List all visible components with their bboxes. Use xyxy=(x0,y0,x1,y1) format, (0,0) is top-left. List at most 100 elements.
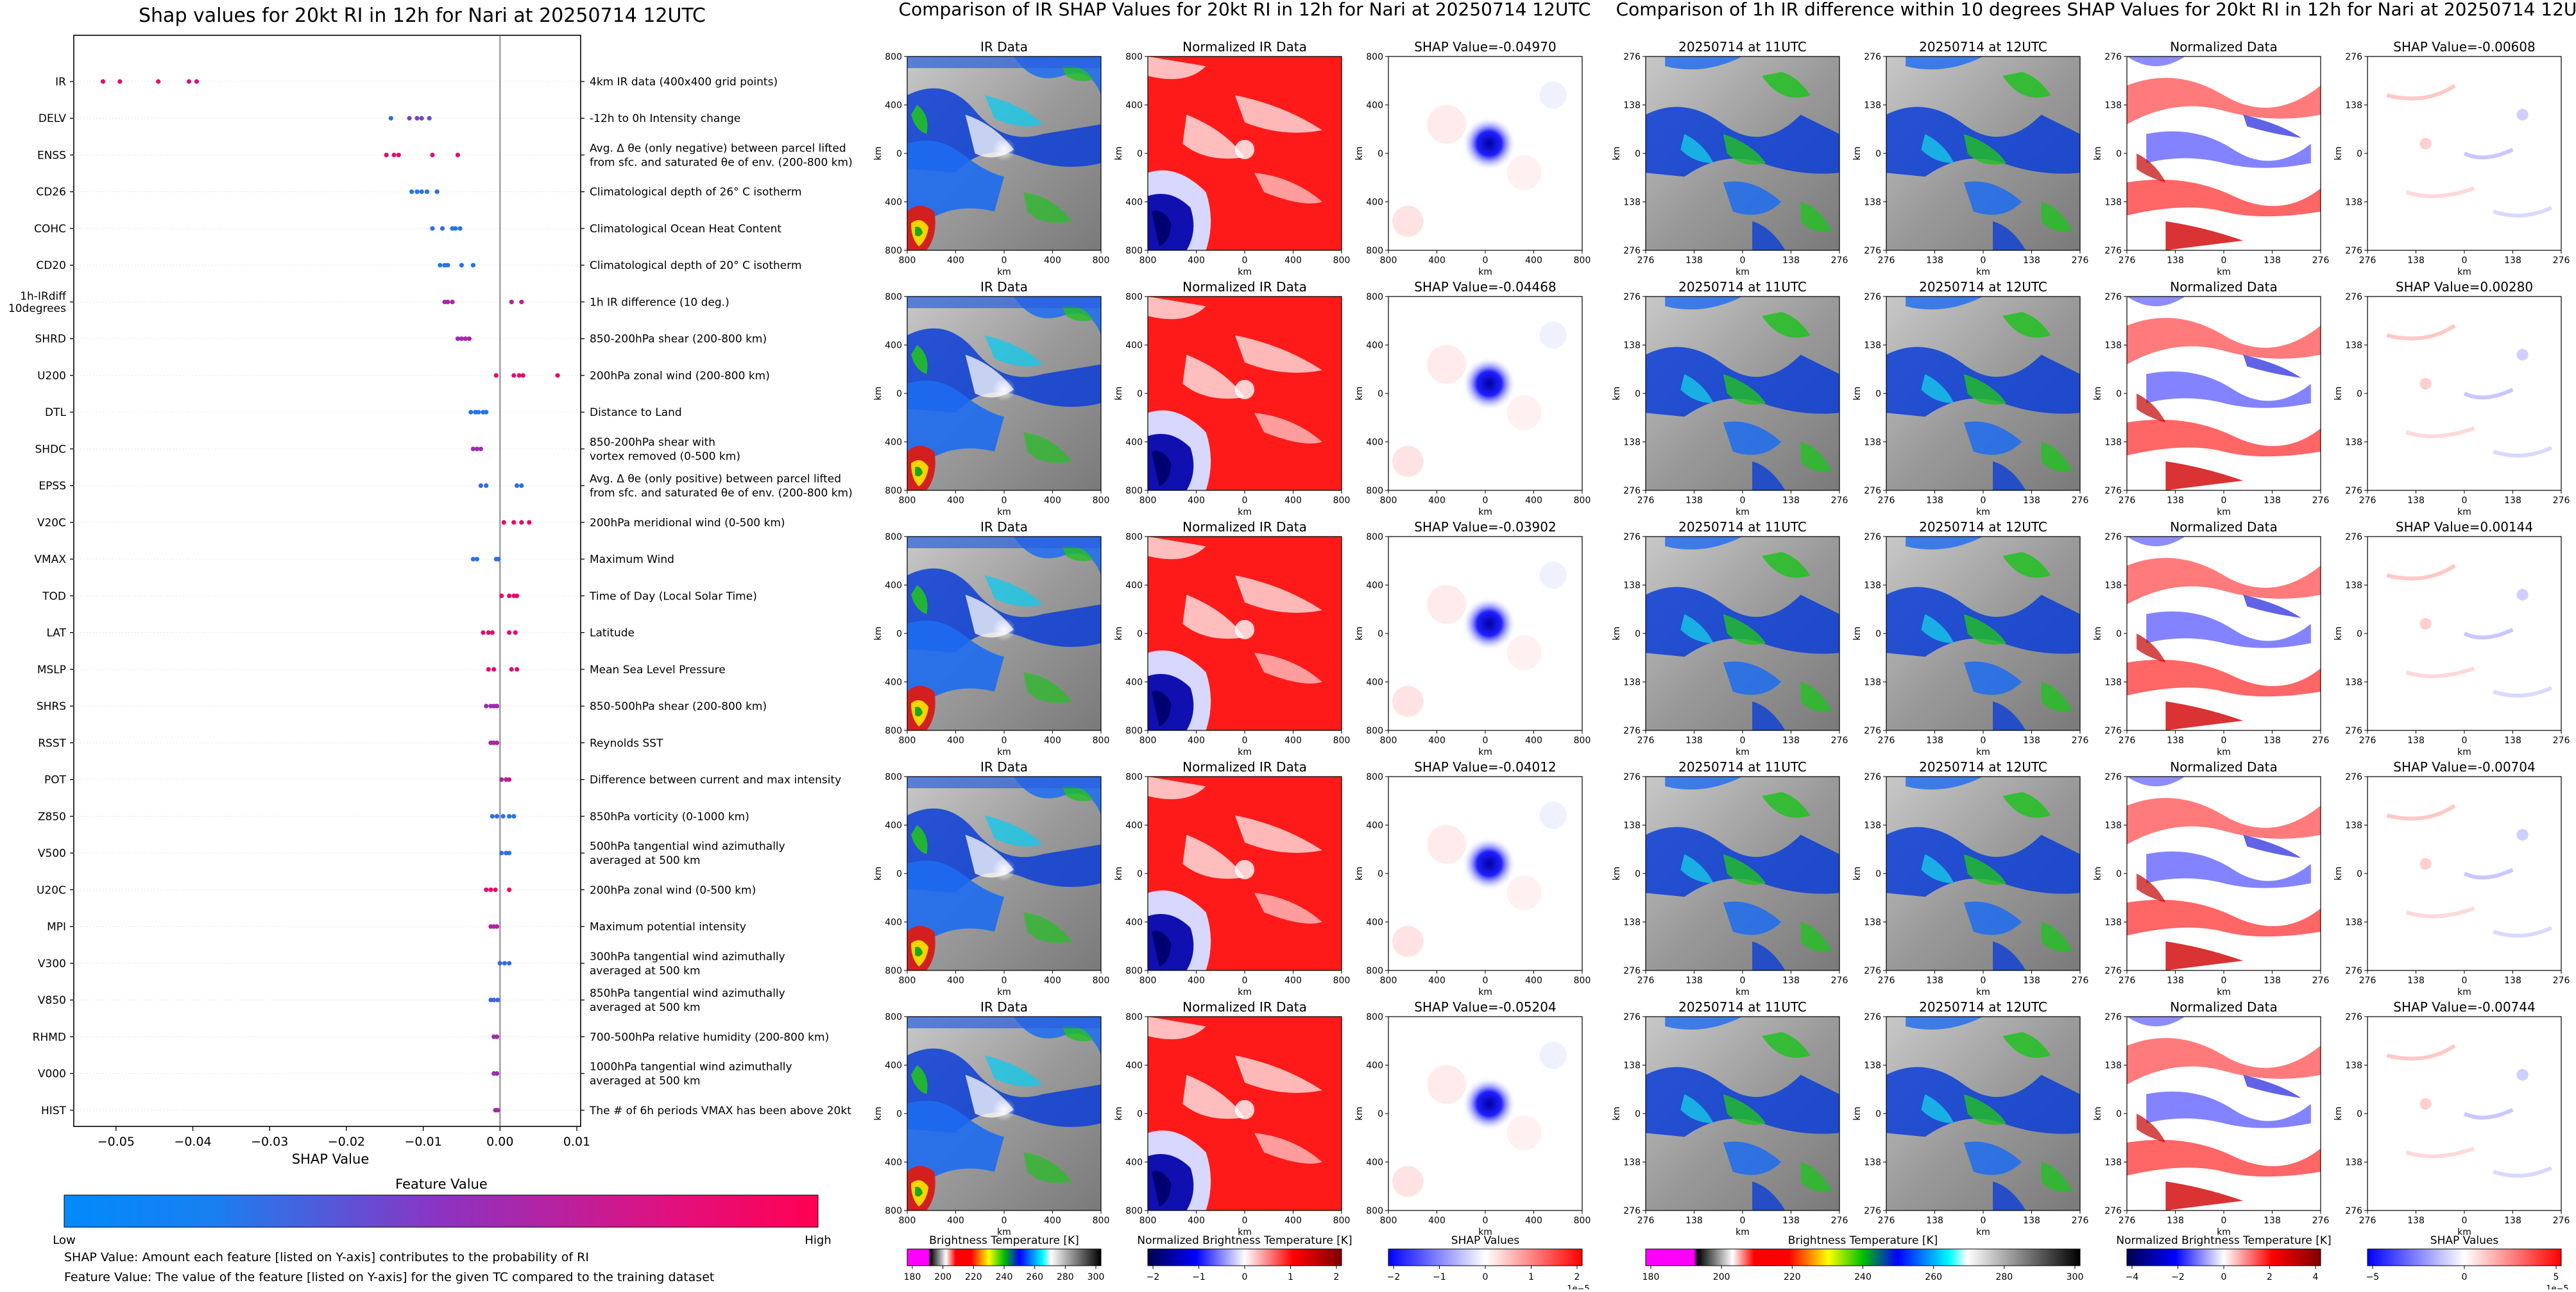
y-tick-label: 0 xyxy=(2357,149,2362,159)
shap-point xyxy=(194,79,200,84)
feature-label: SHDC xyxy=(35,443,66,456)
x-tick-label: 800 xyxy=(899,1216,916,1226)
x-tick-label: 800 xyxy=(899,736,916,746)
x-tick-label: 0 xyxy=(1740,495,1746,506)
y-tick-label: 138 xyxy=(1864,1158,1881,1168)
subplot-image xyxy=(1646,777,1839,970)
y-tick-label: 276 xyxy=(1623,292,1641,302)
x-axis-label: SHAP Value xyxy=(292,1151,370,1167)
x-tick-label: 276 xyxy=(1637,1216,1655,1226)
y-tick-label: 276 xyxy=(1623,532,1641,542)
y-tick-label: 800 xyxy=(1366,486,1383,496)
feature-label: EPSS xyxy=(38,480,66,493)
y-tick-label: 276 xyxy=(2104,52,2122,62)
shap-colorbar-tick-label: 1 xyxy=(1528,1272,1534,1282)
x-tick-label: 800 xyxy=(1380,1216,1397,1226)
shap-point xyxy=(100,79,106,84)
y-tick-label: 400 xyxy=(885,341,902,351)
subplot-title: Normalized IR Data xyxy=(1182,279,1307,295)
feature-description: 200hPa meridional wind (0-500 km) xyxy=(590,517,785,530)
subplot-title: 20250714 at 11UTC xyxy=(1678,759,1807,775)
y-tick-label: 400 xyxy=(1125,821,1143,831)
x-tick-label: 138 xyxy=(1782,1216,1800,1226)
feature-label: V20C xyxy=(37,517,66,530)
x-tick-label: 0 xyxy=(1002,976,1007,986)
x-axis-label: km xyxy=(1238,747,1252,757)
feature-description: Climatological depth of 20° C isotherm xyxy=(590,259,802,272)
x-tick-label: 276 xyxy=(2119,495,2136,506)
bt-colorbar-2-label: Brightness Temperature [K] xyxy=(1788,1234,1938,1247)
bt-colorbar-2 xyxy=(1645,1248,2081,1266)
x-tick-label: 138 xyxy=(2023,976,2040,986)
bt-colorbar-2-tick-label: 300 xyxy=(2067,1272,2084,1282)
feature-label: Z850 xyxy=(38,811,66,823)
x-axis-label: km xyxy=(1976,267,1990,277)
x-tick-label: 138 xyxy=(2167,495,2184,506)
y-tick-label: 276 xyxy=(2104,772,2122,782)
x-tick-label: 0 xyxy=(1981,495,1986,506)
feature-label: DELV xyxy=(38,112,66,125)
x-tick-label: 0 xyxy=(1242,976,1248,986)
feature-label: LAT xyxy=(46,627,66,640)
feature-description: averaged at 500 km xyxy=(590,965,701,978)
x-tick-label: 400 xyxy=(1428,976,1446,986)
y-tick-label: 800 xyxy=(885,532,902,542)
y-tick-label: 276 xyxy=(1864,726,1881,736)
x-tick-label: 400 xyxy=(1188,495,1205,506)
subplot-image xyxy=(1148,56,1342,250)
shap-point xyxy=(511,373,516,378)
shap-colorbar-2 xyxy=(2367,1248,2562,1266)
y-tick-label: 0 xyxy=(2357,629,2362,639)
norm-colorbar-2-tick-label: 2 xyxy=(2267,1272,2273,1282)
subplot-title: 20250714 at 11UTC xyxy=(1678,999,1807,1015)
x-tick-label: 800 xyxy=(1093,736,1110,746)
feature-description: 850hPa tangential wind azimuthally xyxy=(590,987,785,1000)
y-axis-label: km xyxy=(2333,386,2344,401)
shap-point xyxy=(478,483,483,488)
shap-point xyxy=(519,520,524,525)
subplot-image xyxy=(1886,777,2080,970)
y-tick-label: 800 xyxy=(1366,532,1383,542)
x-tick-label: 800 xyxy=(1139,1216,1157,1226)
shap-point xyxy=(490,814,495,819)
x-tick-label: 800 xyxy=(899,976,916,986)
y-tick-label: 0 xyxy=(2357,389,2362,399)
x-tick-label: 0 xyxy=(1242,1216,1248,1226)
y-tick-label: 138 xyxy=(2345,581,2362,591)
x-tick-label: 0 xyxy=(1740,976,1746,986)
shap-point xyxy=(470,556,476,562)
y-tick-label: 400 xyxy=(1125,198,1143,208)
subplot-image xyxy=(907,56,1101,250)
y-tick-label: 138 xyxy=(2104,1061,2122,1071)
x-tick-label: 0.01 xyxy=(563,1135,590,1149)
bt-colorbar-2-tick-label: 260 xyxy=(1925,1272,1942,1282)
x-axis-label: km xyxy=(1736,987,1750,997)
feature-label: SHRD xyxy=(35,333,66,346)
subplot-image xyxy=(1388,777,1582,970)
subplot-cell: 20250714 at 11UTC27627613813800138138276… xyxy=(1612,519,1848,757)
subplot-image xyxy=(2367,56,2561,250)
y-axis-label: km xyxy=(1852,1107,1863,1121)
x-tick-label: 0 xyxy=(1242,255,1248,266)
y-tick-label: 800 xyxy=(1125,772,1143,782)
shap-point xyxy=(491,667,497,672)
x-tick-label: 0 xyxy=(1483,255,1488,266)
subplot-title: SHAP Value=-0.00744 xyxy=(2393,999,2535,1015)
feature-label: MPI xyxy=(47,921,66,934)
x-tick-label: 800 xyxy=(1574,495,1591,506)
feature-description: Maximum potential intensity xyxy=(590,921,746,934)
x-tick-label: 400 xyxy=(1284,976,1302,986)
x-axis-label: km xyxy=(997,987,1011,997)
shap-point xyxy=(507,777,512,782)
y-tick-label: 138 xyxy=(2345,101,2362,111)
y-tick-label: 276 xyxy=(1623,772,1641,782)
shap-point xyxy=(509,299,514,305)
subplot-cell: 20250714 at 11UTC27627613813800138138276… xyxy=(1612,39,1848,277)
y-tick-label: 0 xyxy=(1635,629,1641,639)
subplot-title: IR Data xyxy=(980,999,1028,1015)
shap-colorbar-2-offset: 1e−5 xyxy=(2546,1284,2568,1289)
feature-label: MSLP xyxy=(37,664,66,676)
y-tick-label: 276 xyxy=(2345,726,2362,736)
footnote-feature: Feature Value: The value of the feature … xyxy=(64,1270,714,1284)
y-tick-label: 138 xyxy=(1623,1061,1641,1071)
